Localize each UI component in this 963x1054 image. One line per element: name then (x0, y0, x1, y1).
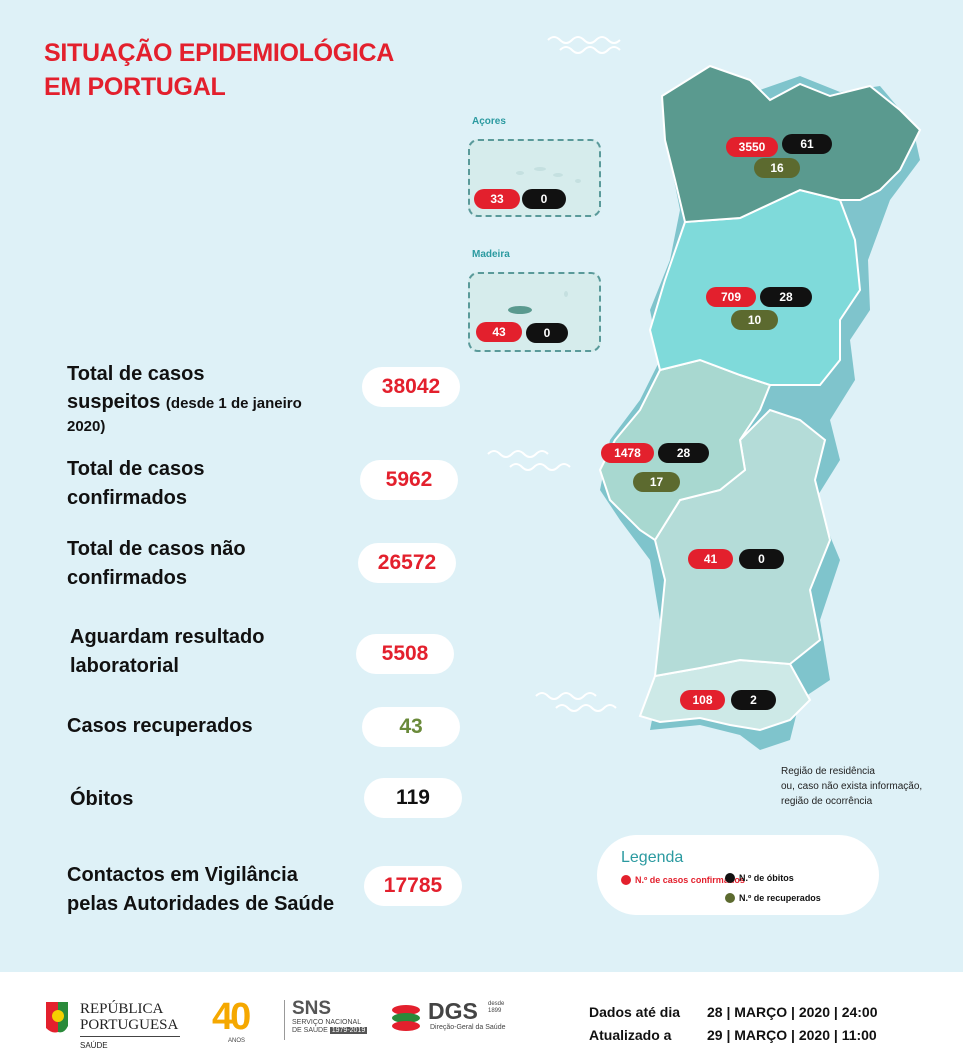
dgs-since-line-1: desde (488, 1001, 505, 1007)
atualizado-value: 29 | MARÇO | 2020 | 11:00 (707, 1027, 877, 1043)
centro-confirmed-badge: 709 (706, 287, 756, 307)
obitos-label: Óbitos (70, 788, 134, 810)
madeira-confirmed-badge: 43 (476, 322, 522, 342)
dgs-logo-icon (392, 1005, 420, 1031)
legend-item-recovered: N.º de recuperados (725, 893, 821, 903)
aguardam-label: Aguardam resultado laboratorial (70, 623, 264, 681)
suspeitos-label-line-2: suspeitos (67, 391, 161, 413)
dgs-since: desde 1899 (488, 1001, 504, 1015)
legend-title: Legenda (621, 849, 684, 866)
legend-item-deaths: N.º de óbitos (725, 873, 794, 883)
centro-deaths-badge: 28 (760, 287, 812, 307)
lisboa-deaths-badge: 28 (658, 443, 709, 463)
suspeitos-value: 38042 (362, 367, 460, 407)
nao-confirmados-label-line-1: Total de casos não (67, 538, 246, 560)
norte-deaths-badge: 61 (782, 134, 832, 154)
legend-item-confirmed: N.º de casos confirmados (621, 875, 745, 885)
confirmados-label-line-2: confirmados (67, 487, 188, 509)
sns-divider (284, 1000, 285, 1040)
centro-recovered-badge: 10 (731, 310, 778, 330)
sns-sub-line-1: SERVIÇO NACIONAL (292, 1019, 362, 1026)
republica-logo-icon (46, 1002, 68, 1033)
recuperados-value: 43 (362, 707, 460, 747)
suspeitos-label-line-3: 2020) (67, 418, 106, 435)
contactos-label: Contactos em Vigilância pelas Autoridade… (67, 861, 334, 919)
sns-sub-line-2: DE SAÚDE (292, 1027, 328, 1034)
legend-deaths-label: N.º de óbitos (739, 873, 794, 883)
region-note: Região de residência ou, caso não exista… (781, 764, 922, 809)
acores-islands-shape (516, 167, 581, 183)
algarve-deaths-badge: 2 (731, 690, 776, 710)
sns-years: 1979-2019 (329, 1027, 368, 1034)
acores-confirmed-badge: 33 (474, 189, 520, 209)
note-line-2: ou, caso não exista informação, (781, 781, 923, 792)
legend-recovered-label: N.º de recuperados (739, 893, 821, 903)
legend: Legenda N.º de casos confirmados N.º de … (597, 835, 879, 915)
algarve-confirmed-badge: 108 (680, 690, 725, 710)
dados-label: Dados até dia (589, 1004, 681, 1020)
dgs-logo: DGS (428, 998, 478, 1024)
madeira-deaths-badge: 0 (526, 323, 568, 343)
sns-logo: SNS (292, 998, 332, 1019)
alentejo-confirmed-badge: 41 (688, 549, 733, 569)
black-dot-icon (725, 873, 735, 883)
republica-divider (80, 1036, 180, 1037)
page-title: SITUAÇÃO EPIDEMIOLÓGICA EM PORTUGAL (44, 36, 394, 104)
alentejo-deaths-badge: 0 (739, 549, 784, 569)
contactos-label-line-1: Contactos em Vigilância (67, 864, 298, 886)
contactos-label-line-2: pelas Autoridades de Saúde (67, 893, 335, 915)
infographic-panel: SITUAÇÃO EPIDEMIOLÓGICA EM PORTUGAL Açor… (0, 0, 963, 972)
legend-confirmed-label: N.º de casos confirmados (635, 875, 745, 885)
republica-sub: SAÚDE (80, 1041, 108, 1050)
note-line-1: Região de residência (781, 766, 875, 777)
lisboa-recovered-badge: 17 (633, 472, 680, 492)
sns-sub: SERVIÇO NACIONAL DE SAÚDE 1979-2019 (292, 1019, 368, 1035)
aguardam-label-line-1: Aguardam resultado (70, 626, 265, 648)
suspeitos-label-small: (desde 1 de janeiro (165, 395, 302, 412)
contactos-value: 17785 (364, 866, 462, 906)
olive-dot-icon (725, 893, 735, 903)
nao-confirmados-label: Total de casos não confirmados (67, 535, 246, 593)
acores-title: Açores (472, 116, 506, 127)
nao-confirmados-value: 26572 (358, 543, 456, 583)
republica-logo-text: REPÚBLICA PORTUGUESA (80, 1001, 178, 1033)
confirmados-label: Total de casos confirmados (67, 455, 204, 513)
norte-recovered-badge: 16 (754, 158, 800, 178)
wave-decoration (487, 36, 621, 712)
confirmados-value: 5962 (360, 460, 458, 500)
red-dot-icon (621, 875, 631, 885)
atualizado-label: Atualizado a (589, 1027, 672, 1043)
recuperados-label: Casos recuperados (67, 715, 253, 737)
dgs-sub: Direção-Geral da Saúde (430, 1024, 506, 1031)
title-line-2: EM PORTUGAL (44, 73, 226, 101)
confirmados-label-line-1: Total de casos (67, 458, 205, 480)
republica-line-1: REPÚBLICA (80, 1001, 164, 1017)
madeira-islands-shape (508, 291, 568, 314)
suspeitos-label-line-1: Total de casos (67, 363, 205, 385)
aguardam-label-line-2: laboratorial (70, 655, 179, 677)
norte-confirmed-badge: 3550 (726, 137, 778, 157)
forty-years-sub: ANOS (228, 1038, 246, 1044)
note-line-3: região de ocorrência (781, 796, 873, 807)
portugal-map (487, 36, 922, 750)
madeira-title: Madeira (472, 249, 510, 260)
republica-line-2: PORTUGUESA (80, 1017, 179, 1033)
forty-years-logo: 40 (212, 996, 251, 1038)
dados-value: 28 | MARÇO | 2020 | 24:00 (707, 1004, 878, 1020)
dgs-since-line-2: 1899 (488, 1008, 502, 1014)
suspeitos-label: Total de casos suspeitos (desde 1 de jan… (67, 360, 302, 437)
obitos-value: 119 (364, 778, 462, 818)
acores-deaths-badge: 0 (522, 189, 566, 209)
aguardam-value: 5508 (356, 634, 454, 674)
nao-confirmados-label-line-2: confirmados (67, 567, 188, 589)
lisboa-confirmed-badge: 1478 (601, 443, 654, 463)
title-line-1: SITUAÇÃO EPIDEMIOLÓGICA (44, 39, 395, 67)
